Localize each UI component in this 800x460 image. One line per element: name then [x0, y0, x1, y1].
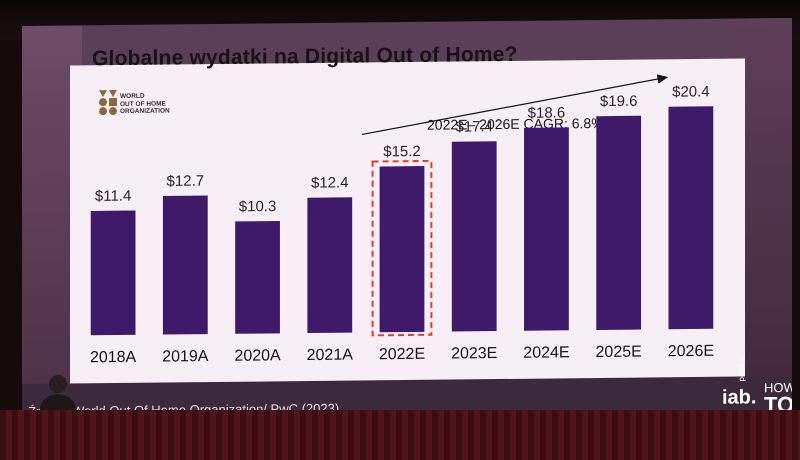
value-label-2023e: $17.4 — [455, 118, 493, 135]
value-label-2022e: $15.2 — [383, 143, 421, 160]
woo-logo-icon — [99, 90, 117, 116]
value-label-2024e: $18.6 — [528, 104, 566, 121]
bar-2021a — [307, 197, 353, 334]
value-label-2020a: $10.3 — [239, 198, 277, 215]
iab-howto-logo: iab. polska HOW TO — [722, 358, 792, 417]
projection-screen: Globalne wydatki na Digital Out of Home?… — [22, 17, 792, 432]
bar-2019a — [162, 195, 208, 335]
bar-2020a — [235, 220, 280, 334]
value-label-2025e: $19.6 — [600, 93, 638, 110]
bar-2022e — [379, 165, 425, 333]
category-label-2022e: 2022E — [379, 346, 425, 363]
value-label-2021a: $12.4 — [311, 174, 349, 191]
category-label-2023e: 2023E — [451, 345, 497, 362]
bar-2023e — [451, 141, 497, 332]
bar-2026e — [668, 106, 714, 330]
category-label-2018a: 2018A — [90, 349, 137, 366]
bar-2024e — [524, 127, 569, 331]
cagr-arrow — [361, 74, 669, 136]
polska-logo-text: polska — [737, 358, 746, 382]
category-label-2021a: 2021A — [307, 347, 354, 364]
category-label-2024e: 2024E — [523, 344, 569, 361]
category-label-2019a: 2019A — [162, 348, 209, 365]
value-label-2026e: $20.4 — [672, 83, 710, 100]
category-label-2020a: 2020A — [234, 347, 281, 364]
value-label-2019a: $12.7 — [167, 173, 205, 190]
stage-curtain — [0, 410, 800, 460]
value-label-2018a: $11.4 — [95, 188, 131, 205]
category-label-2026e: 2026E — [668, 343, 714, 360]
highlight-box-2022e — [371, 159, 433, 337]
bar-2018a — [90, 210, 136, 336]
iab-logo-text: iab. — [722, 386, 757, 409]
category-label-2025e: 2025E — [596, 344, 642, 361]
bar-chart: $11.4 2018A $12.7 2019A $10.3 2020A $12.4 2021A… — [90, 74, 714, 366]
bar-2025e — [596, 115, 642, 331]
